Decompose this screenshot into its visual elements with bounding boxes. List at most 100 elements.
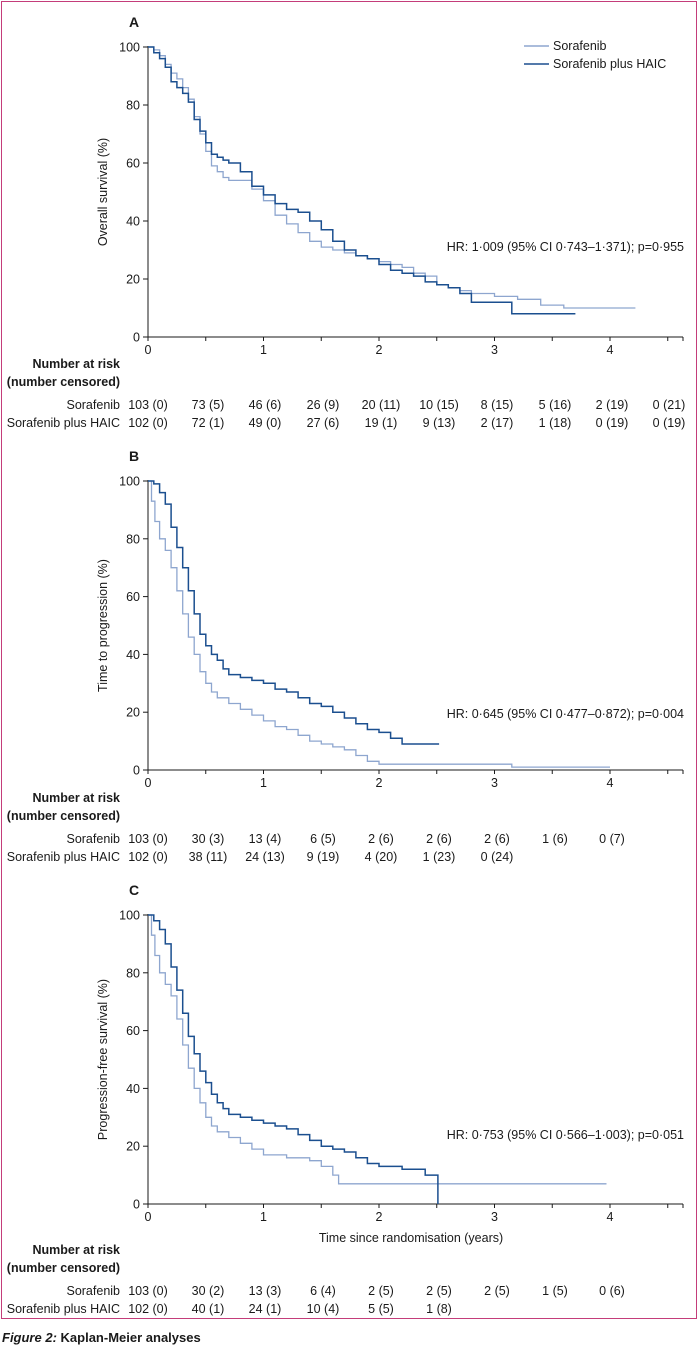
x-tick-label: 4 [607,1210,614,1224]
x-tick-label: 0 [145,776,152,790]
risk-cell: 40 (1) [192,1302,225,1316]
risk-cell: 10 (4) [307,1302,340,1316]
risk-cell: 0 (21) [653,398,686,412]
y-tick-label: 20 [126,706,140,720]
risk-cell: 0 (19) [653,416,686,430]
risk-cell: 49 (0) [249,416,282,430]
risk-cell: 102 (0) [128,416,168,430]
risk-cell: 1 (18) [539,416,572,430]
y-tick-label: 20 [126,273,140,287]
x-tick-label: 1 [260,1210,267,1224]
y-tick-label: 20 [126,1140,140,1154]
risk-cell: 19 (1) [365,416,398,430]
y-tick-label: 40 [126,215,140,229]
y-tick-label: 0 [133,764,140,778]
risk-cell: 2 (19) [596,398,629,412]
x-tick-label: 2 [376,776,383,790]
risk-cell: 103 (0) [128,1284,168,1298]
hazard-ratio-annotation: HR: 0·645 (95% CI 0·477–0·872); p=0·004 [447,707,684,721]
y-tick-label: 60 [126,157,140,171]
risk-cell: 13 (4) [249,832,282,846]
legend-label-sorafenib-plus-haic: Sorafenib plus HAIC [553,57,666,71]
y-tick-label: 60 [126,590,140,604]
risk-cell: 5 (5) [368,1302,394,1316]
risk-header-title: Number at risk [32,791,120,805]
risk-cell: 6 (5) [310,832,336,846]
risk-header-title: Number at risk [32,1243,120,1257]
risk-cell: 9 (19) [307,850,340,864]
panel-a: A 0 20 40 60 80 100 0 1 2 3 4 Overall survival (%) HR… [7,14,686,430]
risk-cell: 2 (5) [426,1284,452,1298]
x-tick-label: 3 [491,1210,498,1224]
risk-cell: 1 (23) [423,850,456,864]
risk-cell: 30 (3) [192,832,225,846]
x-tick-label: 2 [376,1210,383,1224]
risk-cell: 5 (16) [539,398,572,412]
x-tick-label: 4 [607,343,614,357]
risk-cell: 46 (6) [249,398,282,412]
caption-title: Kaplan-Meier analyses [60,1330,201,1345]
figure-caption: Figure 2: Kaplan-Meier analyses [2,1330,201,1345]
y-tick-label: 100 [119,41,140,55]
risk-cell: 2 (5) [368,1284,394,1298]
figure-frame [1,1,697,1319]
panel-b: B 0 20 40 60 80 100 0 1 2 3 4 Time to progression (%… [7,448,684,864]
risk-cell: 102 (0) [128,850,168,864]
x-tick-label: 1 [260,343,267,357]
y-tick-label: 100 [119,475,140,489]
x-tick-label: 1 [260,776,267,790]
risk-cell: 26 (9) [307,398,340,412]
risk-cell: 10 (15) [419,398,459,412]
y-tick-label: 40 [126,648,140,662]
panel-c: C 0 20 40 60 80 100 0 1 2 3 4 Progression-free survi… [7,882,684,1316]
risk-cell: 0 (19) [596,416,629,430]
y-tick-label: 80 [126,532,140,546]
risk-cell: 13 (3) [249,1284,282,1298]
risk-cell: 38 (11) [189,850,228,864]
panel-label: C [129,882,139,898]
y-axis-title: Overall survival (%) [96,138,110,246]
series-line-sorafenib [148,480,610,768]
risk-header-subtitle: (number censored) [7,1261,120,1275]
series-line-sorafenib-plus-haic [148,46,576,315]
y-axis-title: Time to progression (%) [96,559,110,692]
risk-cell: 2 (6) [484,832,510,846]
legend-label-sorafenib: Sorafenib [553,39,607,53]
y-tick-label: 80 [126,99,140,113]
risk-row-label: Sorafenib [66,1284,120,1298]
risk-cell: 2 (17) [481,416,514,430]
x-tick-label: 3 [491,776,498,790]
risk-cell: 72 (1) [192,416,225,430]
risk-cell: 27 (6) [307,416,340,430]
risk-cell: 0 (6) [599,1284,625,1298]
risk-cell: 1 (6) [542,832,568,846]
risk-cell: 0 (7) [599,832,625,846]
risk-cell: 24 (1) [249,1302,282,1316]
series-line-sorafenib-plus-haic [148,480,440,745]
risk-cell: 2 (6) [426,832,452,846]
risk-cell: 103 (0) [128,398,168,412]
risk-row-label: Sorafenib [66,832,120,846]
risk-cell: 0 (24) [481,850,514,864]
hazard-ratio-annotation: HR: 0·753 (95% CI 0·566–1·003); p=0·051 [447,1128,684,1142]
risk-cell: 2 (6) [368,832,394,846]
risk-header-subtitle: (number censored) [7,809,120,823]
risk-header-title: Number at risk [32,357,120,371]
risk-cell: 1 (8) [426,1302,452,1316]
risk-row-label: Sorafenib plus HAIC [7,1302,120,1316]
x-tick-label: 0 [145,343,152,357]
y-tick-label: 80 [126,966,140,980]
risk-cell: 73 (5) [192,398,225,412]
y-tick-label: 60 [126,1024,140,1038]
risk-cell: 20 (11) [362,398,401,412]
y-tick-label: 100 [119,909,140,923]
x-tick-label: 3 [491,343,498,357]
y-axis-title: Progression-free survival (%) [96,979,110,1140]
risk-row-label: Sorafenib [66,398,120,412]
risk-cell: 9 (13) [423,416,456,430]
risk-cell: 24 (13) [245,850,285,864]
panel-label: B [129,448,139,464]
panel-label: A [129,14,139,30]
y-tick-label: 40 [126,1082,140,1096]
